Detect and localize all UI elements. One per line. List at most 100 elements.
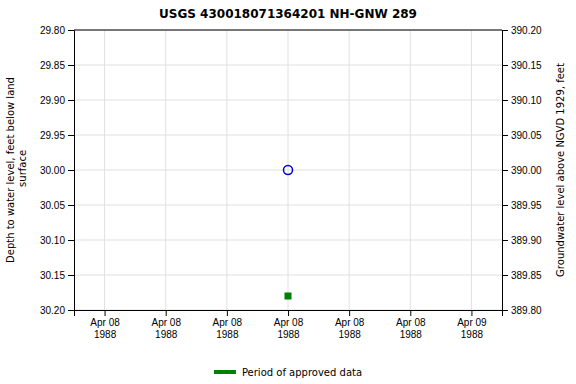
tick-mark	[502, 135, 508, 136]
tick: Apr 081988	[213, 310, 243, 340]
tick-label: 390.00	[511, 165, 542, 176]
tick-mark	[68, 205, 74, 206]
tick: 390.15	[502, 60, 542, 71]
tick-mark	[68, 170, 74, 171]
grid-line	[74, 30, 502, 31]
tick-label: Apr 081988	[151, 317, 181, 340]
tick-mark	[502, 170, 508, 171]
tick-mark	[288, 310, 289, 316]
tick-mark	[471, 310, 472, 316]
tick: Apr 091988	[457, 310, 487, 340]
tick-label: 29.85	[40, 60, 65, 71]
axis-line	[68, 31, 75, 311]
tick: 30.20	[40, 305, 74, 316]
point	[285, 293, 291, 299]
grid-line	[349, 30, 350, 310]
tick: Apr 081988	[151, 310, 181, 340]
tick: Apr 081988	[90, 310, 120, 340]
series	[285, 293, 291, 299]
legend: Period of approved data	[214, 367, 362, 378]
series	[284, 166, 293, 175]
grid	[74, 30, 502, 310]
tick-mark	[68, 310, 74, 311]
tick: 389.95	[502, 200, 542, 211]
tick-mark	[68, 135, 74, 136]
tick-mark	[410, 310, 411, 316]
tick-mark	[502, 205, 508, 206]
tick-mark	[68, 275, 74, 276]
point	[284, 166, 293, 175]
y2-axis-title: Groundwater level above NGVD 1929, feet	[555, 63, 566, 277]
tick-label: 389.95	[511, 200, 542, 211]
tick-label: Apr 081988	[396, 317, 426, 340]
grid-line	[288, 30, 289, 310]
grid-line	[471, 30, 472, 310]
tick: Apr 081988	[396, 310, 426, 340]
tick-label: Apr 081988	[90, 317, 120, 340]
tick-mark	[502, 100, 508, 101]
legend-swatch	[214, 370, 236, 374]
tick: 29.90	[40, 95, 74, 106]
tick-label: 390.15	[511, 60, 542, 71]
tick-mark	[68, 65, 74, 66]
tick-label: 390.05	[511, 130, 542, 141]
tick-label: 389.80	[511, 305, 542, 316]
tick: 390.10	[502, 95, 542, 106]
tick: 389.80	[502, 305, 542, 316]
tick-label: 390.20	[511, 25, 542, 36]
axis-line	[75, 311, 503, 317]
legend-item: Period of approved data	[214, 367, 362, 378]
tick-mark	[68, 30, 74, 31]
tick: 389.90	[502, 235, 542, 246]
tick: 390.20	[502, 25, 542, 36]
chart: Apr 081988 Apr 081988 Apr 081988 Apr 081988…	[0, 0, 576, 384]
tick-label: 30.20	[40, 305, 65, 316]
tick-mark	[166, 310, 167, 316]
tick-label: 30.05	[40, 200, 65, 211]
title: USGS 430018071364201 NH-GNW 289	[159, 7, 417, 21]
y-axis: 29.80 29.85 29.90 29.95 30.00 30.05 30.10 30.15…	[40, 25, 75, 316]
tick: Apr 081988	[335, 310, 365, 340]
legend-label: Period of approved data	[242, 367, 362, 378]
grid-line	[104, 30, 105, 310]
tick: 30.00	[40, 165, 74, 176]
tick: Apr 081988	[274, 310, 304, 340]
grid-line	[226, 30, 227, 310]
tick-label: Apr 081988	[335, 317, 365, 340]
tick-mark	[502, 30, 508, 31]
tick: 30.10	[40, 235, 74, 246]
tick-label: 30.00	[40, 165, 65, 176]
tick-mark	[502, 310, 508, 311]
tick: 390.05	[502, 130, 542, 141]
tick: 29.95	[40, 130, 74, 141]
tick: 30.15	[40, 270, 74, 281]
tick-label: 29.80	[40, 25, 65, 36]
tick-mark	[227, 310, 228, 316]
frame	[74, 30, 502, 31]
tick-mark	[502, 240, 508, 241]
tick: 389.85	[502, 270, 542, 281]
marks	[284, 166, 293, 300]
tick-label: Apr 081988	[213, 317, 243, 340]
tick: 29.85	[40, 60, 74, 71]
tick-mark	[68, 240, 74, 241]
tick-label: 389.85	[511, 270, 542, 281]
tick-label: 389.90	[511, 235, 542, 246]
tick-mark	[349, 310, 350, 316]
plot: Apr 081988 Apr 081988 Apr 081988 Apr 081988…	[40, 25, 542, 340]
grid-line	[410, 30, 411, 310]
y-axis-title: Depth to water level, feet below land su…	[5, 77, 28, 263]
tick: 29.80	[40, 25, 74, 36]
tick-mark	[105, 310, 106, 316]
tick-label: Apr 081988	[274, 317, 304, 340]
tick: 30.05	[40, 200, 74, 211]
tick-mark	[68, 100, 74, 101]
tick-label: 29.95	[40, 130, 65, 141]
tick-label: 30.10	[40, 235, 65, 246]
x-axis: Apr 081988 Apr 081988 Apr 081988 Apr 081988…	[75, 310, 503, 340]
y2-axis: 390.20 390.15 390.10 390.05 390.00 389.95 389.…	[502, 25, 542, 316]
tick-mark	[502, 275, 508, 276]
tick-label: 390.10	[511, 95, 542, 106]
axis-line	[503, 31, 509, 311]
tick-mark	[502, 65, 508, 66]
